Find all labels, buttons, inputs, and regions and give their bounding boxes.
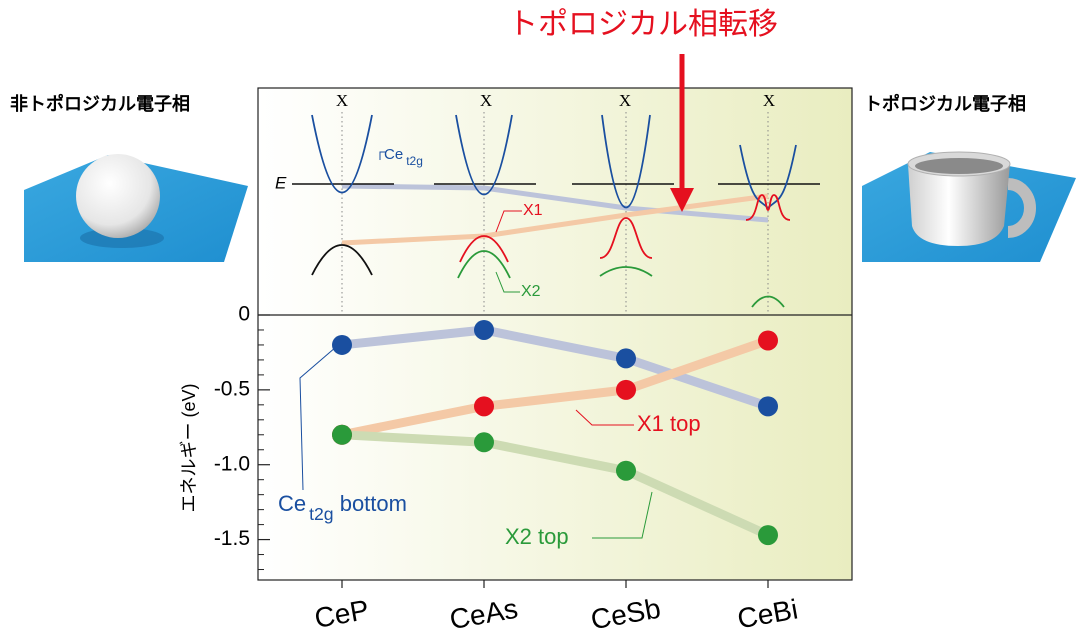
right-label: トポロジカル電子相 [864,93,1026,114]
leader-lines [299,346,653,539]
transition-arrow [670,54,694,212]
k-label: X [619,91,631,110]
panel [257,87,853,581]
band-label: X1 [523,202,543,219]
data-point [474,432,494,453]
data-point [758,396,778,417]
series-line [341,336,770,440]
data-point [474,319,494,340]
data-point [474,396,494,417]
series-line [341,430,770,540]
y-tick-label: -1.0 [214,452,250,475]
x-tick-label: CeP [312,594,371,634]
data-point [616,379,636,400]
energy-label: E [275,173,287,192]
data-point [616,460,636,481]
cup-illustration [862,151,1076,262]
series-line [341,325,770,411]
data-point [332,424,352,445]
k-label: X [763,91,775,110]
band-label: X2 [521,283,541,300]
x-tick-label: CeSb [588,593,662,636]
x-tick-label: CeAs [447,593,520,635]
k-label: X [336,91,348,110]
series-label: Ce t2g bottom [278,491,407,524]
data-point [332,334,352,355]
data-point [758,330,778,351]
series-label: X2 top [505,524,569,549]
series-label: X1 top [637,411,701,436]
y-tick-label: -1.5 [214,527,250,550]
y-tick-label: -0.5 [214,377,250,400]
x-tick-label: CeBi [735,593,800,634]
data-point [758,525,778,546]
chart-title: トポロジカル相転移 [508,8,778,41]
y-tick-label: 0 [238,303,250,326]
band-schematic [292,112,820,312]
k-label: X [480,91,492,110]
left-label: 非トポロジカル電子相 [10,93,190,114]
data-point [616,348,636,369]
band-label: Ce t2g [384,146,423,168]
y-axis-label: エネルギー (eV) [179,383,199,512]
sphere-illustration [24,154,248,262]
